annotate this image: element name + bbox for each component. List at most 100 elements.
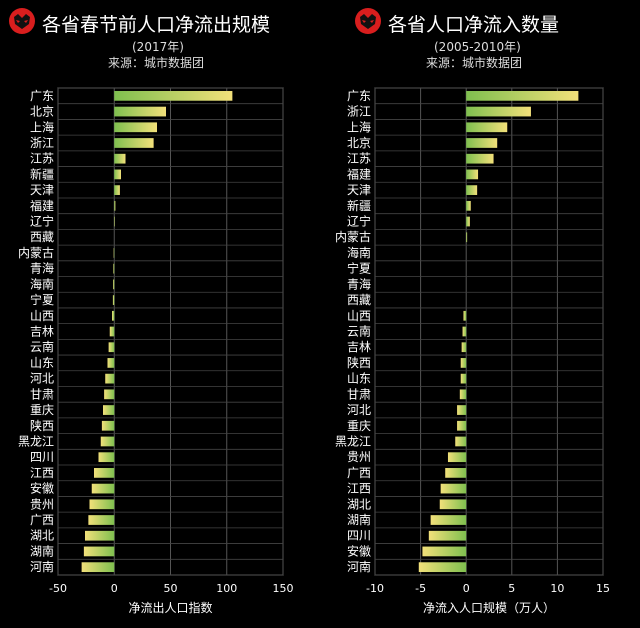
bar-上海 [114,122,157,133]
bar-湖南 [430,515,467,525]
bar-山西 [112,310,115,321]
chart-subtitle: (2017年) [132,40,184,54]
bar-陕西 [101,420,115,431]
x-tick-label: 10 [550,582,564,595]
bar-新疆 [114,169,121,180]
category-label: 山东 [30,356,54,370]
category-label: 辽宁 [347,214,371,229]
bar-内蒙古 [466,232,468,243]
category-label: 重庆 [347,419,371,433]
category-label: 甘肃 [347,387,371,401]
category-label: 青海 [347,276,371,291]
bar-浙江 [114,138,154,148]
category-label: 陕西 [347,355,371,370]
bar-广西 [88,515,115,525]
bar-四川 [428,530,467,541]
bar-云南 [462,326,467,337]
bar-北京 [466,138,498,148]
bar-黑龙江 [100,436,115,447]
category-label: 云南 [30,339,54,354]
left-panel: 各省春节前人口净流出规模 (2017年) 来源：城市数据团 广东北京 上海浙江江苏… [9,8,294,615]
category-label: 上海 [347,119,371,134]
bar-宁夏 [112,295,115,305]
bar-河北 [457,405,467,415]
x-tick-label: -10 [366,582,384,595]
bar-辽宁 [114,216,115,227]
bar-广东 [466,90,579,101]
left-bar-chart: 广东北京上海浙江江苏新疆天津福建辽宁西藏内蒙古青海海南宁夏山西吉林云南山东河北甘… [18,87,294,615]
category-label: 黑龙江 [335,434,371,448]
category-label: 安徽 [347,543,371,558]
category-label: 山东 [347,372,371,386]
category-label: 海南 [347,245,371,260]
bar-广西 [445,468,467,478]
category-label: 河北 [347,403,371,417]
category-label: 甘肃 [30,387,54,401]
x-tick-label: 5 [508,582,515,595]
red-mask-logo-icon [355,8,381,34]
x-tick-label: 0 [111,582,118,595]
x-tick-label: 50 [164,582,178,595]
category-label: 西藏 [30,230,54,244]
category-label: 江西 [347,482,371,496]
right-bar-chart: 广东浙江上海北京江苏福建天津新疆辽宁内蒙古海南宁夏青海西藏山西云南吉林陕西山东甘… [335,87,610,615]
category-label: 海南 [30,276,54,291]
bar-内蒙古 [113,248,115,258]
category-label: 天津 [347,183,371,197]
category-label: 湖南 [347,512,371,527]
bar-重庆 [103,405,115,415]
category-label: 河北 [30,372,54,386]
category-label: 上海 [30,119,54,134]
category-label: 天津 [30,183,54,197]
category-label: 重庆 [30,403,54,417]
category-label: 山西 [30,309,54,323]
bar-福建 [466,169,479,180]
bar-江苏 [114,153,126,164]
category-label: 湖北 [347,496,371,511]
category-label: 广东 [30,89,54,103]
bar-吉林 [109,326,115,337]
x-axis-label: 净流入人口规模（万人） [423,600,555,615]
x-axis-label: 净流出人口指数 [128,600,212,615]
chart-title: 各省春节前人口净流出规模 [42,14,271,36]
category-label: 河南 [30,559,54,574]
bar-海南 [113,279,115,290]
category-label: 宁夏 [347,261,371,276]
category-label: 江苏 [347,152,371,166]
bar-天津 [114,185,120,195]
bar-河北 [105,373,115,384]
category-label: 四川 [30,450,54,464]
category-label: 新疆 [30,166,54,181]
bar-山东 [460,373,467,384]
bar-安徽 [91,483,115,494]
category-label: 青海 [30,261,54,276]
bar-山东 [107,358,115,368]
category-label: 北京 [30,105,54,119]
chart-title: 各省人口净流入数量 [388,14,560,36]
x-tick-label: 0 [463,582,470,595]
category-label: 浙江 [30,136,54,150]
bar-甘肃 [459,389,467,400]
bar-河南 [81,562,115,573]
bar-新疆 [466,200,471,211]
category-label: 江苏 [30,152,54,166]
bar-湖南 [83,546,115,557]
bar-福建 [114,200,116,211]
x-tick-label: 100 [216,582,237,595]
category-label: 内蒙古 [335,229,371,244]
bar-青海 [113,263,115,274]
bar-安徽 [422,546,467,557]
x-tick-label: -5 [415,582,426,595]
x-tick-label: -50 [49,582,67,595]
bar-陕西 [460,358,467,368]
bar-湖北 [439,499,467,510]
category-label: 湖北 [30,528,54,543]
bar-甘肃 [104,389,115,400]
bar-四川 [98,452,115,463]
category-label: 辽宁 [30,214,54,229]
chart-source: 来源：城市数据团 [108,56,205,70]
chart-subtitle: (2005-2010年) [434,40,521,54]
bar-重庆 [457,420,467,431]
bar-北京 [114,106,166,117]
category-label: 吉林 [347,340,371,354]
